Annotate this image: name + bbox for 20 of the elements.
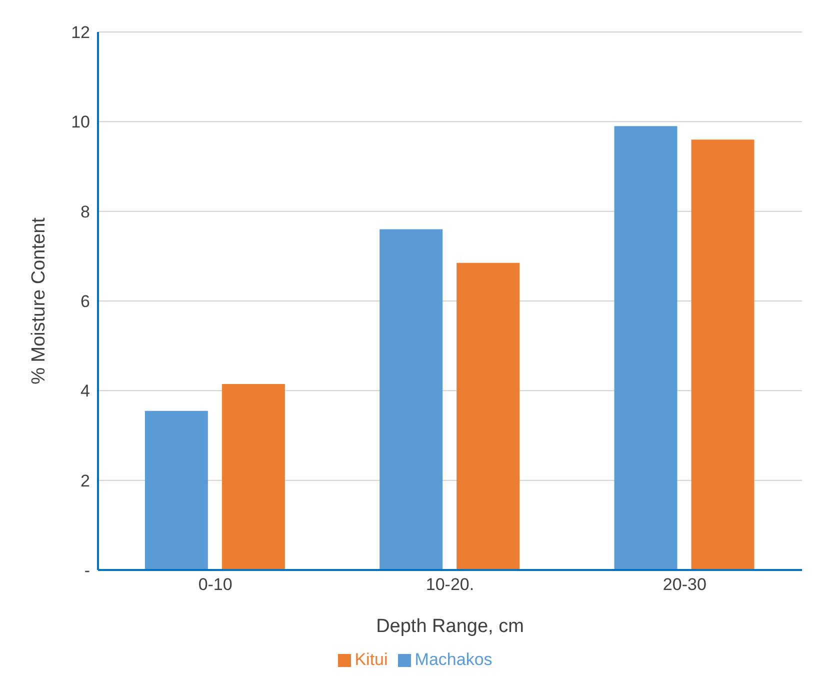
x-tick-label: 0-10 (198, 575, 232, 594)
x-axis-title: Depth Range, cm (376, 616, 524, 637)
y-tick-label: 12 (71, 23, 90, 42)
y-axis-title: % Moisture Content (28, 216, 50, 384)
bar (614, 126, 678, 570)
legend-label: Kitui (354, 650, 388, 669)
bar (380, 229, 443, 570)
x-tick-label: 20-30 (662, 575, 706, 594)
bar (144, 410, 208, 570)
y-tick-label: - (84, 561, 90, 580)
y-tick-label: 2 (80, 471, 90, 490)
y-tick-label: 10 (71, 112, 90, 132)
y-tick-label: 4 (80, 382, 90, 401)
bar (691, 140, 754, 570)
y-tick-label: 8 (80, 202, 90, 222)
y-tick-label: 6 (80, 292, 90, 312)
x-tick-label: 10-20. (426, 575, 474, 594)
bar (456, 262, 520, 570)
legend-label: Machakos (414, 650, 492, 669)
bar (222, 384, 285, 570)
